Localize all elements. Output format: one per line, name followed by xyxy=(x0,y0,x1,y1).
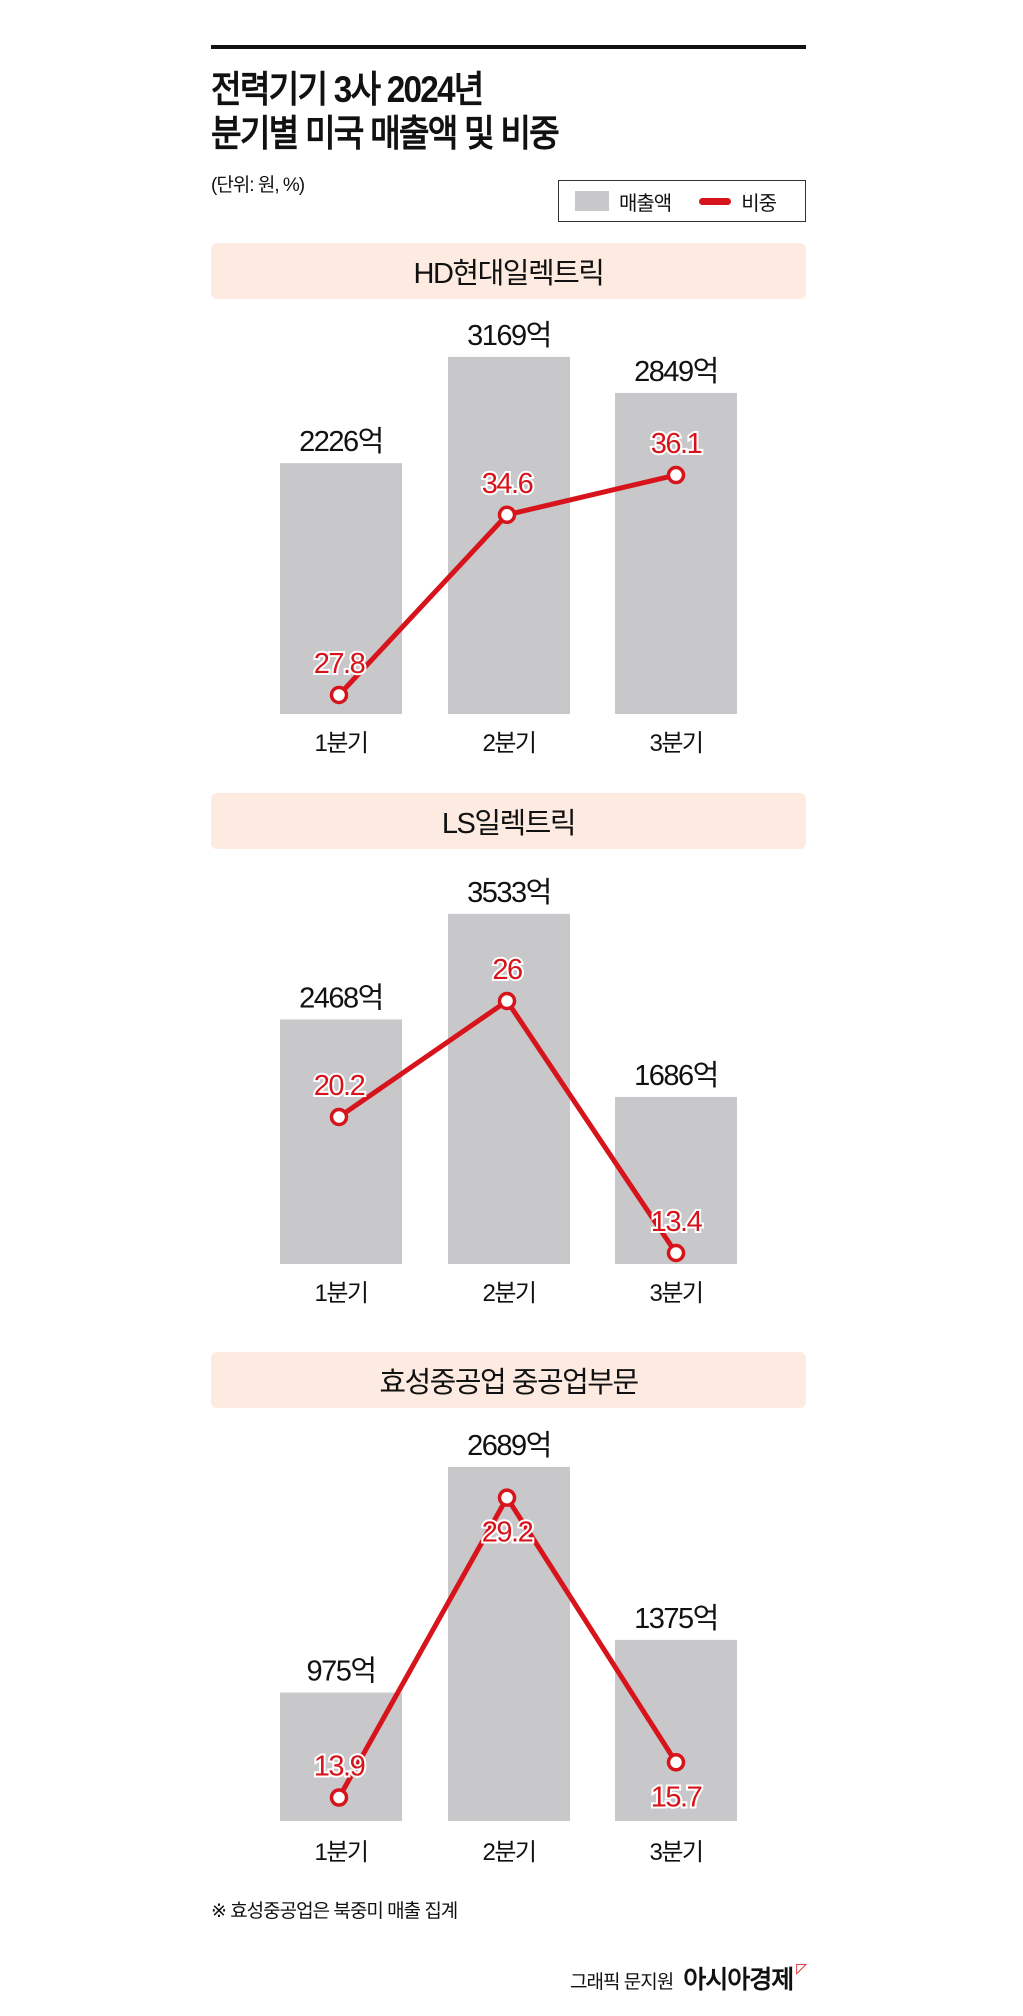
ratio-point xyxy=(329,685,349,705)
legend-bar-swatch xyxy=(575,191,609,211)
ratio-point xyxy=(497,505,517,525)
ratio-point xyxy=(666,465,686,485)
ratio-value-label: 27.8 xyxy=(314,648,365,680)
ratio-value-label: 13.9 xyxy=(314,1751,365,1783)
ratio-point xyxy=(666,1753,686,1772)
ratio-point xyxy=(497,1488,517,1507)
ratio-value-label: 26 xyxy=(492,954,522,986)
bar xyxy=(448,913,570,1264)
ratio-point xyxy=(497,991,517,1011)
bar-value-label: 2689억 xyxy=(467,1430,551,1462)
legend-line-swatch xyxy=(699,197,732,205)
unit-label: (단위: 원, %) xyxy=(211,175,305,196)
category-label: 2분기 xyxy=(482,1280,535,1307)
ratio-value-label: 34.6 xyxy=(482,468,533,500)
category-label: 3분기 xyxy=(649,1839,702,1866)
ratio-value-label: 20.2 xyxy=(314,1070,365,1102)
bar xyxy=(280,463,402,714)
chart-2-header: LS일렉트릭 xyxy=(211,793,806,849)
category-label: 2분기 xyxy=(482,730,535,757)
bar-value-label: 2226억 xyxy=(299,426,383,458)
bar-value-label: 2468억 xyxy=(299,982,383,1014)
ratio-point xyxy=(666,1243,686,1263)
bar-value-label: 2849억 xyxy=(634,356,718,388)
category-label: 2분기 xyxy=(482,1839,535,1866)
legend: 매출액 비중 xyxy=(558,180,806,222)
title-line-1: 전력기기 3사 2024년 xyxy=(211,69,484,110)
bar xyxy=(448,356,570,714)
brand-mark-icon: ◸ xyxy=(796,1960,807,1976)
ratio-value-label: 13.4 xyxy=(651,1206,703,1238)
credit-text: 그래픽 문지원 xyxy=(570,1972,674,1993)
bar-value-label: 3169억 xyxy=(467,320,551,352)
bar xyxy=(448,1466,570,1821)
bar xyxy=(615,1096,737,1264)
ratio-value-label: 36.1 xyxy=(651,428,702,460)
bar-value-label: 1375억 xyxy=(634,1603,718,1635)
chart-3-header: 효성중공업 중공업부문 xyxy=(211,1352,806,1408)
bar xyxy=(280,1019,402,1264)
category-label: 1분기 xyxy=(314,1839,367,1866)
ratio-value-label: 29.2 xyxy=(482,1517,533,1549)
category-label: 3분기 xyxy=(649,1280,702,1307)
category-label: 1분기 xyxy=(314,1280,367,1307)
bar-value-label: 3533억 xyxy=(467,877,551,909)
title-line-2: 분기별 미국 매출액 및 비중 xyxy=(211,113,560,154)
category-label: 1분기 xyxy=(314,730,367,757)
top-rule xyxy=(211,45,806,49)
bar xyxy=(615,1639,737,1821)
chart-1-header: HD현대일렉트릭 xyxy=(211,243,806,299)
page-title: 전력기기 3사 2024년 분기별 미국 매출액 및 비중 xyxy=(211,68,560,156)
footnote: ※ 효성중공업은 북중미 매출 집계 xyxy=(211,1901,458,1922)
category-label: 3분기 xyxy=(649,730,702,757)
legend-bar-label: 매출액 xyxy=(619,192,672,215)
ratio-point xyxy=(329,1107,349,1127)
ratio-value-label: 15.7 xyxy=(651,1781,702,1813)
bar-value-label: 1686억 xyxy=(634,1060,718,1092)
credit: 그래픽 문지원 아시아경제 ◸ xyxy=(570,1960,807,1996)
legend-line-label: 비중 xyxy=(741,192,777,215)
bar xyxy=(615,392,737,714)
bar-value-label: 975억 xyxy=(306,1656,375,1688)
brand-logo: 아시아경제 xyxy=(683,1966,794,1994)
ratio-point xyxy=(329,1788,349,1807)
